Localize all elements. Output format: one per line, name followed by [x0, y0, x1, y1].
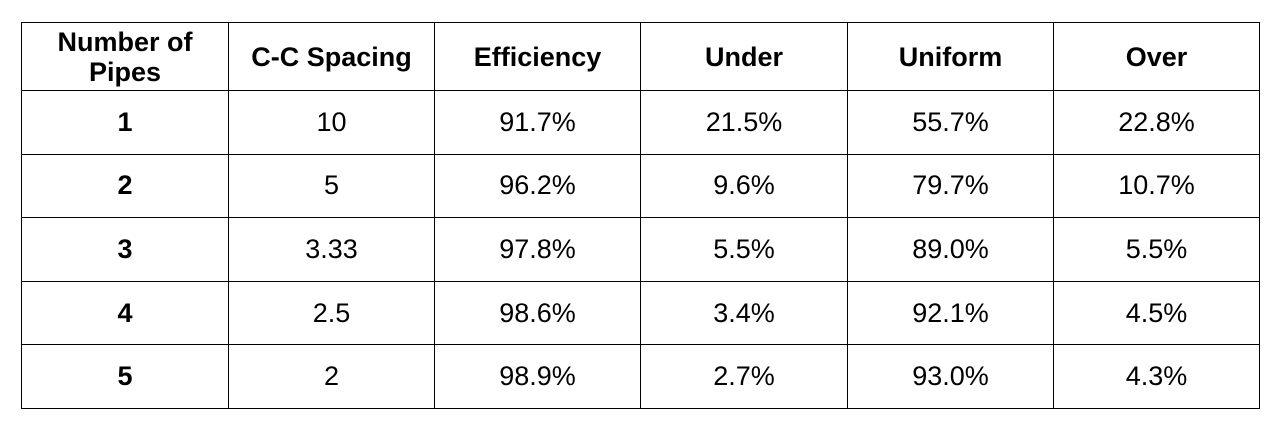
cell-cc-spacing: 3.33 — [228, 217, 435, 282]
cell-cc-spacing: 2 — [228, 344, 435, 409]
header-under: Under — [640, 22, 848, 91]
cell-uniform: 92.1% — [847, 280, 1054, 346]
cell-under: 5.5% — [640, 217, 848, 282]
table-header-row: Number of Pipes C-C Spacing Efficiency U… — [21, 22, 1260, 91]
header-over: Over — [1053, 22, 1260, 91]
table-row: 2 5 96.2% 9.6% 79.7% 10.7% — [21, 153, 1260, 219]
cell-uniform: 89.0% — [847, 217, 1054, 282]
cell-under: 9.6% — [640, 153, 848, 219]
table-row: 5 2 98.9% 2.7% 93.0% 4.3% — [21, 344, 1260, 409]
cell-under: 3.4% — [640, 280, 848, 346]
cell-number-of-pipes: 1 — [21, 90, 229, 155]
cell-over: 4.5% — [1053, 280, 1260, 346]
cell-efficiency: 96.2% — [434, 153, 641, 219]
cell-uniform: 79.7% — [847, 153, 1054, 219]
cell-over: 5.5% — [1053, 217, 1260, 282]
cell-number-of-pipes: 2 — [21, 153, 229, 219]
data-table: Number of Pipes C-C Spacing Efficiency U… — [21, 22, 1260, 409]
cell-cc-spacing: 10 — [228, 90, 435, 155]
header-efficiency: Efficiency — [434, 22, 641, 91]
cell-under: 21.5% — [640, 90, 848, 155]
cell-number-of-pipes: 4 — [21, 280, 229, 346]
cell-efficiency: 98.6% — [434, 280, 641, 346]
header-number-of-pipes-line2: Pipes — [88, 56, 162, 87]
cell-cc-spacing: 5 — [228, 153, 435, 219]
header-number-of-pipes-line1: Number of — [57, 26, 193, 57]
header-cc-spacing: C-C Spacing — [228, 22, 435, 91]
cell-efficiency: 91.7% — [434, 90, 641, 155]
cell-over: 22.8% — [1053, 90, 1260, 155]
cell-over: 10.7% — [1053, 153, 1260, 219]
cell-number-of-pipes: 5 — [21, 344, 229, 409]
cell-over: 4.3% — [1053, 344, 1260, 409]
table-row: 3 3.33 97.8% 5.5% 89.0% 5.5% — [21, 217, 1260, 282]
table-row: 4 2.5 98.6% 3.4% 92.1% 4.5% — [21, 280, 1260, 346]
cell-efficiency: 97.8% — [434, 217, 641, 282]
cell-cc-spacing: 2.5 — [228, 280, 435, 346]
table-row: 1 10 91.7% 21.5% 55.7% 22.8% — [21, 90, 1260, 155]
cell-efficiency: 98.9% — [434, 344, 641, 409]
cell-uniform: 55.7% — [847, 90, 1054, 155]
cell-uniform: 93.0% — [847, 344, 1054, 409]
header-uniform: Uniform — [847, 22, 1054, 91]
header-number-of-pipes: Number of Pipes — [21, 22, 229, 91]
cell-number-of-pipes: 3 — [21, 217, 229, 282]
cell-under: 2.7% — [640, 344, 848, 409]
